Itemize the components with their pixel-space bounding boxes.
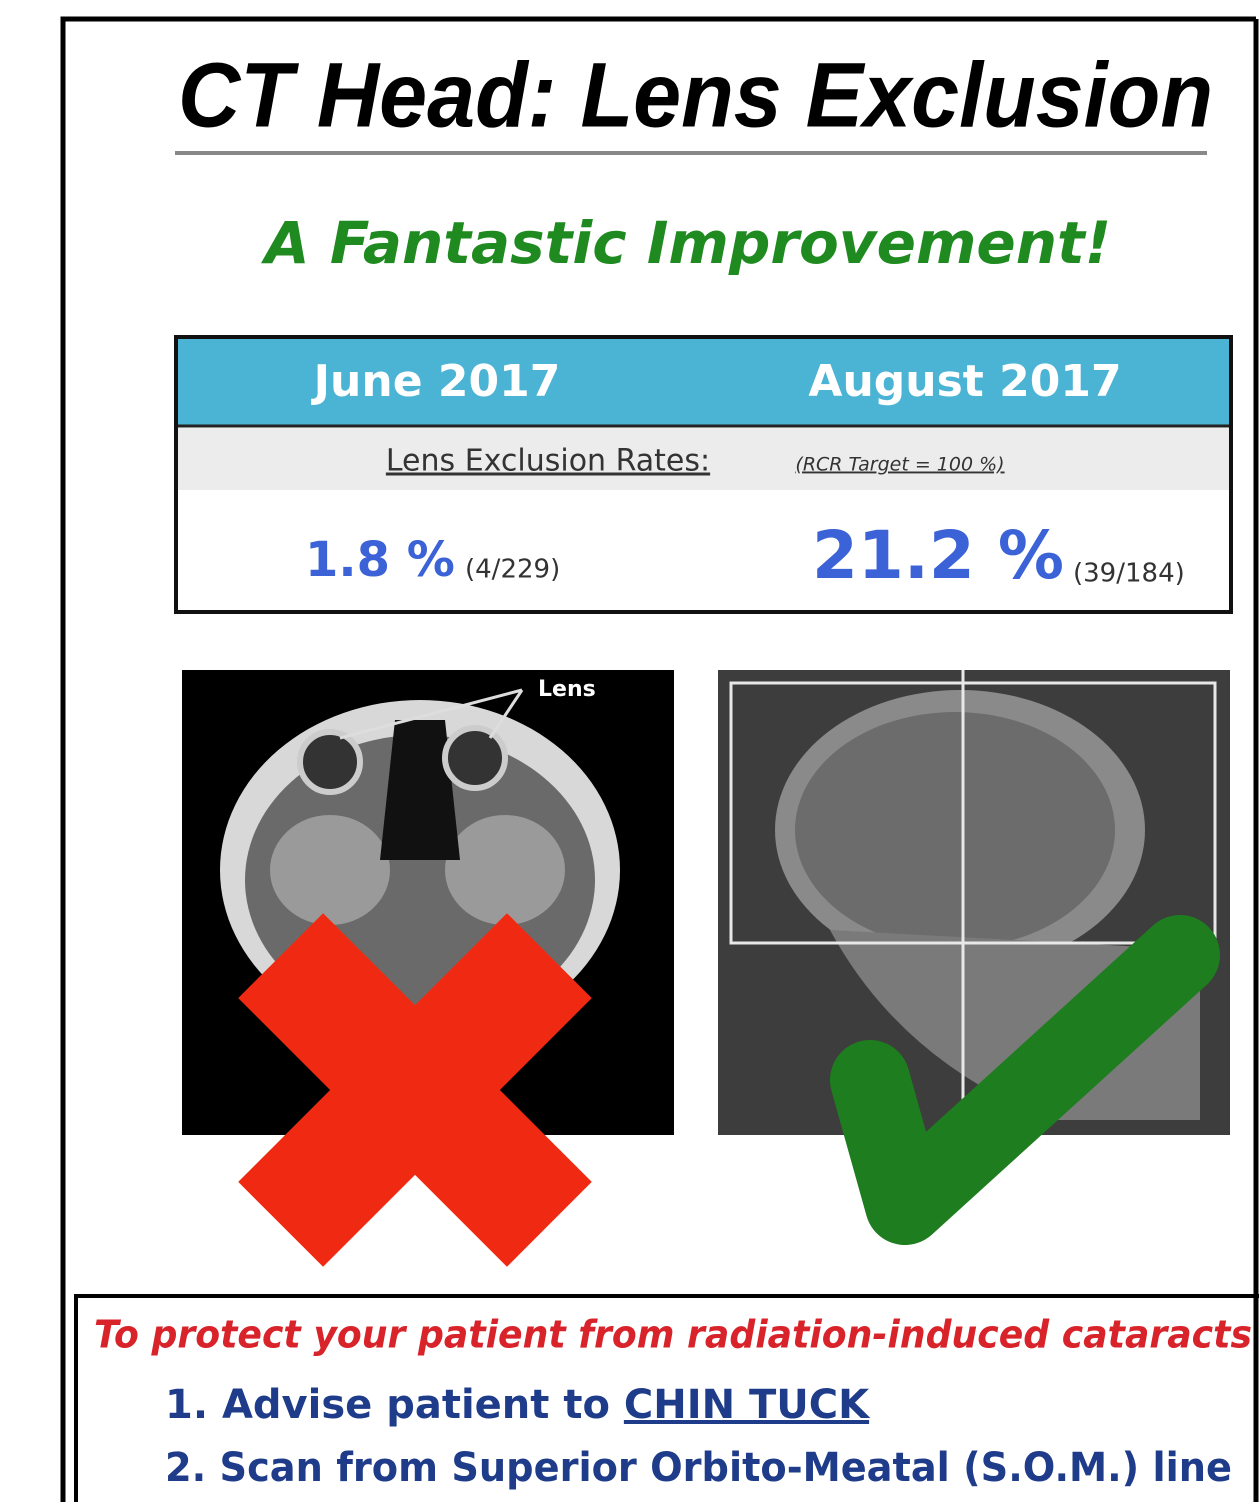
eye <box>300 732 360 792</box>
image-label: Lens <box>538 677 596 702</box>
rate: 1.8 % <box>305 532 455 588</box>
advice-step: 1. Advise patient to CHIN TUCK <box>165 1382 871 1428</box>
subtitle: A Fantastic Improvement! <box>261 209 1111 277</box>
count: (4/229) <box>465 555 560 585</box>
step-text: Advise patient to <box>222 1382 610 1428</box>
title: CT Head: Lens Exclusion <box>178 44 1213 146</box>
temporal-lobe <box>270 815 390 925</box>
eye <box>445 728 505 788</box>
rates-table: June 2017 August 2017 Lens Exclusion Rat… <box>176 337 1231 612</box>
advice-heading: To protect your patient from radiation-i… <box>94 1313 1252 1357</box>
header-cell: June 2017 <box>311 356 561 407</box>
step-number: 1. <box>165 1382 208 1428</box>
temporal-lobe <box>445 815 565 925</box>
brain <box>795 712 1115 948</box>
rate: 21.2 % <box>812 517 1064 594</box>
step-text: Scan from Superior Orbito-Meatal (S.O.M.… <box>220 1445 1232 1491</box>
poster: CT Head: Lens Exclusion A Fantastic Impr… <box>0 0 1259 1502</box>
scout-image <box>718 670 1230 1135</box>
header-cell: August 2017 <box>808 356 1121 407</box>
advice-step: 2. Scan from Superior Orbito-Meatal (S.O… <box>165 1445 1232 1491</box>
target: (RCR Target = 100 %) <box>795 454 1004 476</box>
step-emphasis: CHIN TUCK <box>624 1382 871 1428</box>
caption: Lens Exclusion Rates: <box>386 444 710 479</box>
step-number: 2. <box>165 1445 206 1491</box>
count: (39/184) <box>1073 559 1185 589</box>
